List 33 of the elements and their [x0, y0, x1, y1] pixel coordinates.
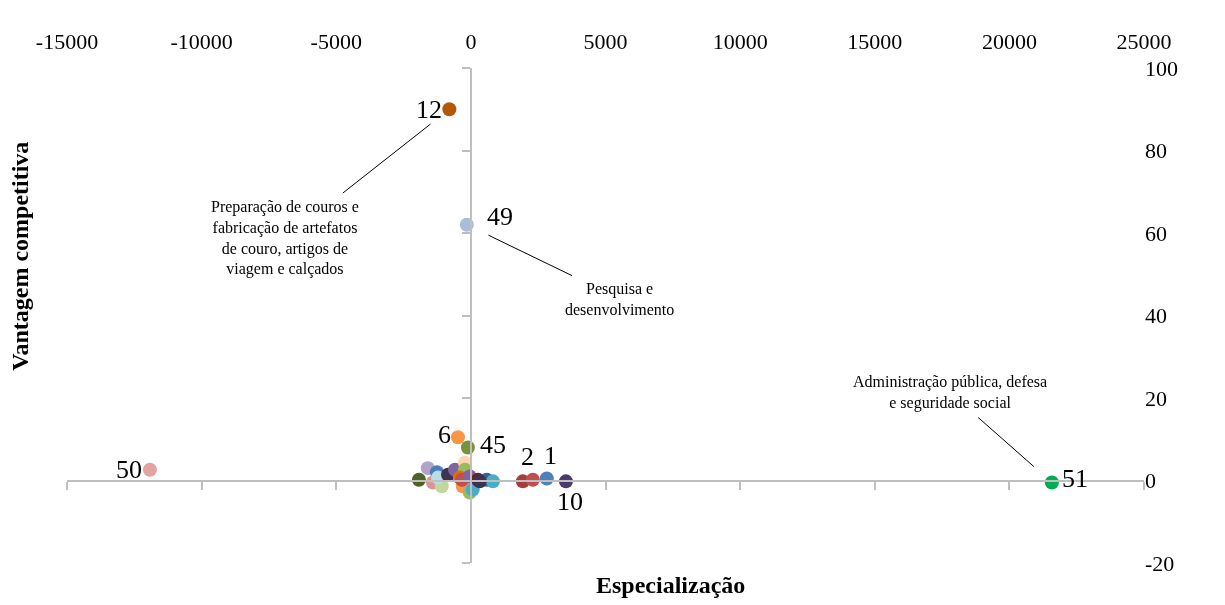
annotation: 45	[480, 430, 506, 459]
point	[142, 462, 157, 477]
x-tick-label: 20000	[981, 28, 1037, 54]
annotation: 10	[557, 487, 583, 516]
y-tick-label: 0	[1145, 468, 1156, 494]
point	[442, 102, 457, 117]
annotation: Administração pública, defesa e seguridade social	[853, 373, 1048, 412]
x-tick-label: 10000	[712, 28, 768, 54]
x-tick-label: 15000	[847, 28, 903, 54]
annotation: 12	[416, 95, 442, 124]
x-tick-label: -15000	[35, 28, 99, 54]
annotation: 6	[438, 420, 451, 449]
annotation: 51	[1062, 464, 1088, 493]
point	[450, 430, 465, 445]
annotation: 50	[116, 455, 142, 484]
x-tick-label: 25000	[1116, 28, 1172, 54]
x-tick-label: -10000	[170, 28, 233, 54]
y-tick-label: 20	[1145, 385, 1167, 411]
y-tick-label: 60	[1145, 220, 1167, 246]
y-tick-label: -20	[1145, 550, 1175, 576]
y-tick-label: 40	[1145, 303, 1167, 329]
x-tick-label: 0	[465, 28, 477, 54]
y-tick-label: 80	[1145, 138, 1167, 164]
annotation: Preparação de couros e fabricação de artefatos de couro, artigos de viagem e calçados	[211, 198, 359, 279]
annotation: 49	[487, 202, 513, 231]
y-tick-label: 100	[1145, 55, 1178, 81]
x-tick-label: 5000	[583, 28, 628, 54]
y-axis-title: Vantagem competitiva	[6, 141, 33, 371]
annotation: Pesquisa e desenvolvimento	[565, 280, 675, 318]
annotation: 2	[521, 442, 534, 471]
annotation: 1	[544, 441, 557, 470]
x-axis-title: Especialização	[596, 572, 746, 598]
x-tick-label: -5000	[310, 28, 362, 54]
